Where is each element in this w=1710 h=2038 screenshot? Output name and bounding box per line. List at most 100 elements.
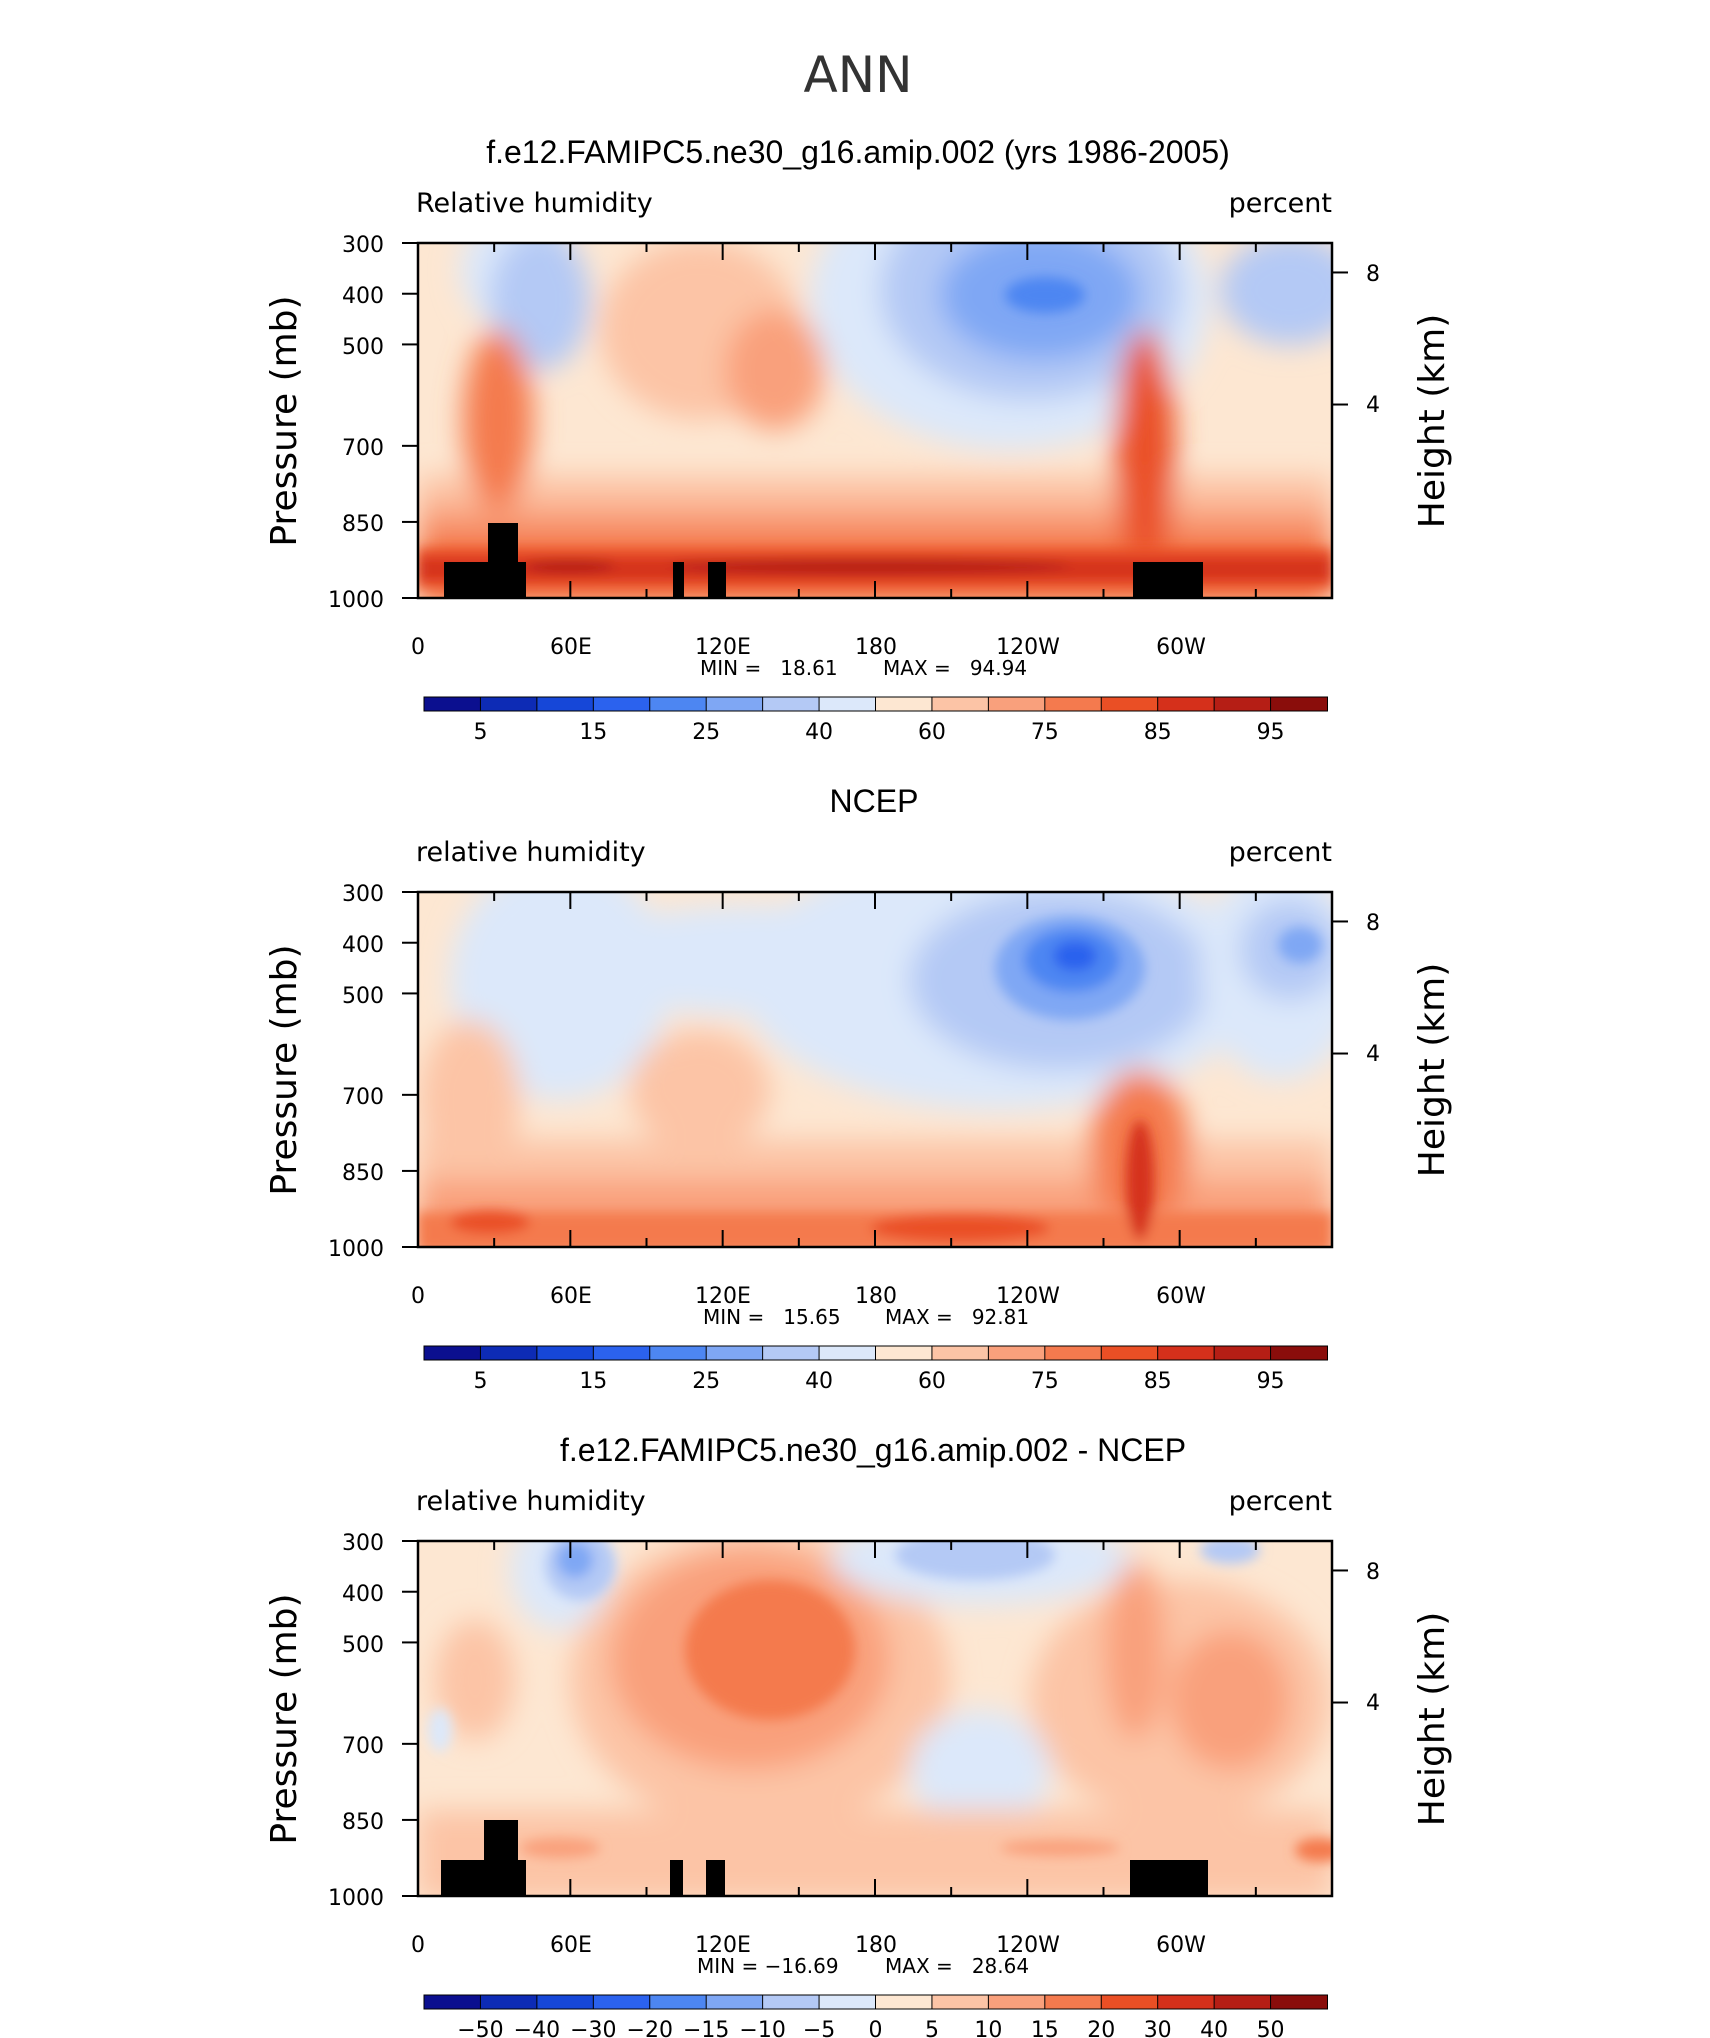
y-tick-label: 700 (342, 1085, 384, 1110)
colorbar-label: 95 (1257, 720, 1285, 745)
y2-tick-label: 4 (1366, 393, 1380, 418)
y-tick-label: 700 (342, 436, 384, 461)
colorbar-label: 5 (925, 2018, 939, 2038)
y2-axis-label: Height (km) (1412, 314, 1453, 528)
x-tick-label: 60E (550, 1284, 592, 1309)
x-tick-label: 60W (1156, 635, 1206, 660)
colorbar-swatch (1270, 1345, 1328, 1361)
colorbar-label: −50 (457, 2018, 503, 2038)
colorbar-label: −15 (683, 2018, 729, 2038)
colorbar-swatch (1044, 1345, 1103, 1361)
colorbar-swatch (931, 696, 990, 712)
variable-label: relative humidity (416, 837, 646, 868)
colorbar-swatch (875, 1994, 933, 2010)
y-tick-label: 850 (342, 1161, 384, 1186)
y2-tick-label: 4 (1366, 1042, 1380, 1067)
y-axis-label: Pressure (mb) (264, 1593, 305, 1844)
y2-axis-label: Height (km) (1412, 963, 1453, 1177)
colorbar-label: 95 (1257, 1369, 1285, 1394)
y2-tick-label: 8 (1366, 911, 1380, 936)
x-tick-label: 120W (996, 1933, 1060, 1958)
colorbar-label: 60 (918, 720, 946, 745)
colorbar-swatch (987, 1994, 1046, 2010)
y-tick-label: 300 (342, 1531, 384, 1556)
y2-tick-label: 8 (1366, 1560, 1380, 1585)
terrain-mask (441, 1820, 1208, 1896)
y-tick-label: 300 (342, 882, 384, 907)
colorbar-swatch (592, 1994, 651, 2010)
y2-tick-label: 4 (1366, 1691, 1380, 1716)
terrain-mask (444, 523, 1203, 598)
colorbar-swatch (649, 1345, 708, 1361)
colorbar-swatch (592, 1345, 651, 1361)
x-tick-label: 120E (695, 1284, 751, 1309)
panel-model: f.e12.FAMIPC5.ne30_g16.amip.002 (yrs 198… (264, 134, 1453, 680)
variable-label: relative humidity (416, 1486, 646, 1517)
panel-difference: f.e12.FAMIPC5.ne30_g16.amip.002 - NCEP r… (264, 1432, 1453, 1978)
panel-obs: NCEP relative humidity percent (264, 783, 1453, 1329)
colorbar-label: 75 (1031, 1369, 1059, 1394)
x-tick-label: 120W (996, 635, 1060, 660)
colorbar-label: 15 (1031, 2018, 1059, 2038)
contour-field (418, 892, 1332, 1247)
colorbar-label: 30 (1144, 2018, 1172, 2038)
y-tick-label: 400 (342, 933, 384, 958)
colorbar-swatch (762, 696, 821, 712)
panel-title: f.e12.FAMIPC5.ne30_g16.amip.002 - NCEP (560, 1432, 1186, 1468)
colorbar-label: −10 (739, 2018, 785, 2038)
colorbar-swatch (818, 696, 877, 712)
x-tick-label: 180 (855, 1284, 897, 1309)
contour-field (418, 1541, 1332, 1896)
min-label: MIN = −16.69 (697, 1954, 839, 1978)
contour-field (418, 243, 1332, 598)
colorbar-swatch (705, 1345, 764, 1361)
y2-tick-label: 8 (1366, 262, 1380, 287)
x-tick-label: 0 (411, 1933, 425, 1958)
x-tick-label: 60E (550, 1933, 592, 1958)
x-tick-label: 180 (855, 635, 897, 660)
colorbar-label: 5 (473, 720, 487, 745)
colorbar-swatch (1157, 1345, 1216, 1361)
colorbar-swatch (592, 696, 651, 712)
colorbar-label: 85 (1144, 720, 1172, 745)
colorbar-swatch (423, 1994, 482, 2010)
x-tick-label: 60W (1156, 1933, 1206, 1958)
colorbar-swatch (762, 1994, 821, 2010)
panel-title: f.e12.FAMIPC5.ne30_g16.amip.002 (yrs 198… (486, 134, 1230, 170)
colorbar-swatch (1270, 1994, 1328, 2010)
x-tick-label: 60E (550, 635, 592, 660)
page-title: ANN (803, 46, 912, 104)
colorbar-swatch (649, 696, 708, 712)
y-tick-label: 400 (342, 284, 384, 309)
min-label: MIN = 18.61 (700, 656, 838, 680)
colorbar-label: 25 (692, 720, 720, 745)
colorbar-swatch (705, 1994, 764, 2010)
colorbar-swatch (423, 1345, 482, 1361)
colorbar-swatch (1044, 696, 1103, 712)
colorbar-swatch (987, 1345, 1046, 1361)
max-label: MAX = 28.64 (885, 1954, 1029, 1978)
x-tick-label: 120E (695, 635, 751, 660)
x-tick-label: 120E (695, 1933, 751, 1958)
y-tick-label: 300 (342, 233, 384, 258)
y-tick-label: 850 (342, 1810, 384, 1835)
axis-ticks-and-colorbars: 5 15 25 40 60 75 85 955 15 25 40 60 75 85 95−50 −40 −30−… (402, 242, 1348, 2038)
colorbar-label: 40 (805, 720, 833, 745)
colorbar-swatch (479, 1994, 538, 2010)
colorbar-swatch (649, 1994, 708, 2010)
y-tick-label: 500 (342, 984, 384, 1009)
colorbar-swatch (1270, 696, 1328, 712)
colorbar-label: 20 (1087, 2018, 1115, 2038)
colorbar-label: 15 (579, 1369, 607, 1394)
colorbar-label: 15 (579, 720, 607, 745)
colorbar-label: −40 (514, 2018, 560, 2038)
colorbar-label: 75 (1031, 720, 1059, 745)
colorbar-swatch (536, 1994, 595, 2010)
units-label: percent (1229, 1486, 1332, 1517)
colorbar-swatch (1157, 1994, 1216, 2010)
y-axis-label: Pressure (mb) (264, 944, 305, 1195)
colorbar-swatch (1213, 1994, 1272, 2010)
y-tick-label: 700 (342, 1734, 384, 1759)
y-tick-label: 500 (342, 335, 384, 360)
